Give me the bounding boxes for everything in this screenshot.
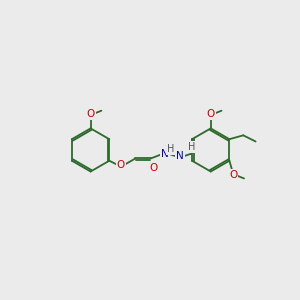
Text: O: O <box>149 163 157 173</box>
Text: O: O <box>117 160 125 170</box>
Text: N: N <box>176 151 184 161</box>
Text: N: N <box>161 149 169 159</box>
Text: O: O <box>207 109 215 119</box>
Text: H: H <box>188 142 195 152</box>
Text: O: O <box>229 170 237 180</box>
Text: H: H <box>167 144 175 154</box>
Text: O: O <box>86 109 95 119</box>
